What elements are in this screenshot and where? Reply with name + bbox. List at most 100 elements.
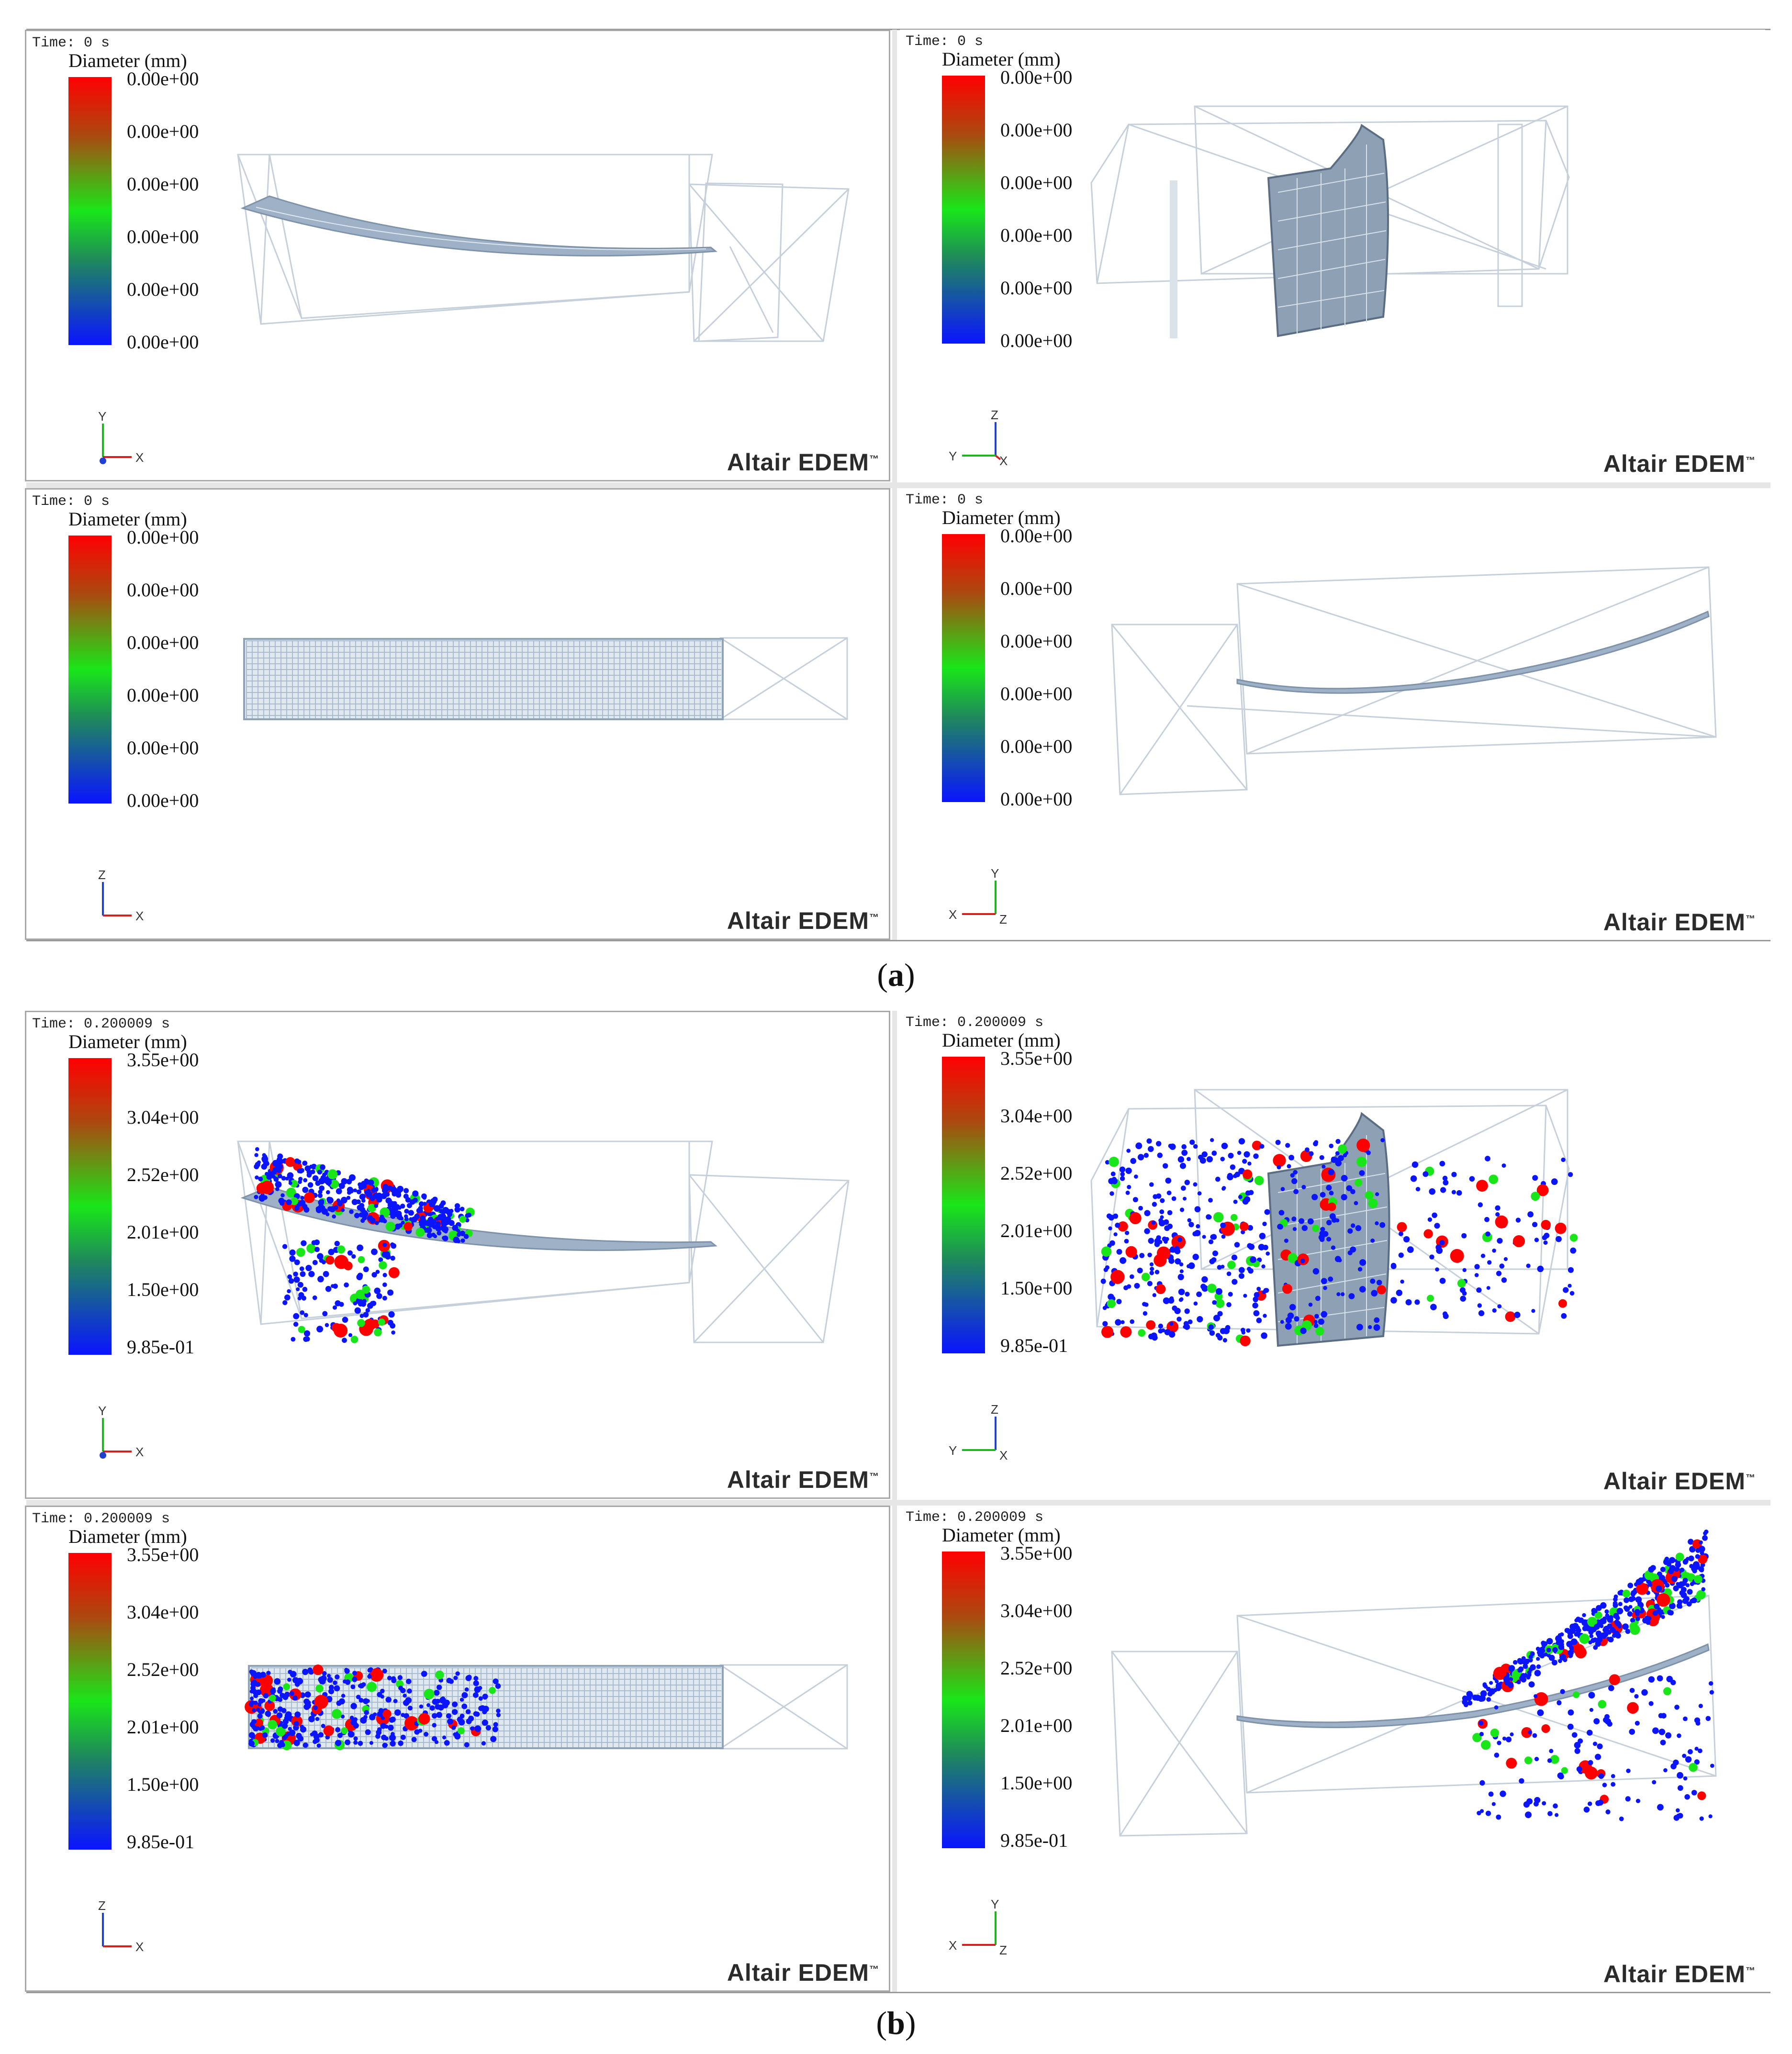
particle (473, 1692, 479, 1698)
viewport-b-xz[interactable]: Time: 0.200009 s Diameter (mm) 3.55e+00 … (25, 1506, 890, 1992)
particle (1284, 1239, 1288, 1243)
particle (1695, 1563, 1700, 1568)
particle (352, 1676, 358, 1682)
particle (1177, 1237, 1182, 1242)
particle (1262, 1221, 1267, 1227)
viewport-a-side[interactable]: Time: 0 s Diameter (mm) 0.00e+00 0.00e+0… (900, 488, 1765, 940)
particle (1635, 1579, 1642, 1585)
particle (274, 1678, 281, 1685)
particle (316, 1743, 321, 1748)
particle (254, 1194, 258, 1199)
particle (351, 1254, 356, 1259)
particle (1247, 1161, 1252, 1166)
particle (387, 1675, 392, 1681)
particle (1556, 1640, 1561, 1645)
particle (358, 1741, 363, 1746)
viewport-b-yz[interactable]: Time: 0.200009 s Diameter (mm) 3.55e+00 … (900, 1011, 1765, 1499)
particle (1149, 1262, 1154, 1267)
particle (1137, 1267, 1143, 1273)
particle (282, 1694, 289, 1700)
particle (1100, 1278, 1106, 1284)
particle (1663, 1559, 1669, 1565)
particle (1116, 1299, 1122, 1305)
particle (403, 1694, 407, 1698)
particle (1568, 1709, 1574, 1716)
particle (374, 1204, 379, 1208)
particle (317, 1193, 323, 1198)
particle (1516, 1680, 1521, 1685)
particle (328, 1249, 335, 1255)
particle (1163, 1297, 1170, 1304)
particle (312, 1260, 318, 1265)
particle (1202, 1235, 1206, 1239)
particle (1623, 1605, 1628, 1610)
particle (327, 1169, 338, 1180)
particle (323, 1725, 334, 1736)
particle (1570, 1247, 1577, 1254)
particle (1613, 1597, 1618, 1602)
viewport-a-xy[interactable]: Time: 0 s Diameter (mm) 0.00e+00 0.00e+0… (25, 30, 890, 481)
particle (1273, 1154, 1286, 1167)
particle (1187, 1157, 1191, 1161)
particle (1535, 1646, 1540, 1651)
particle (1141, 1273, 1150, 1282)
viewport-a-yz[interactable]: Time: 0 s Diameter (mm) 0.00e+00 0.00e+0… (900, 30, 1765, 481)
particle (1598, 1773, 1604, 1779)
particle (290, 1197, 299, 1206)
particle (303, 1330, 311, 1337)
particle (1700, 1551, 1704, 1555)
particle (1542, 1235, 1547, 1240)
particle (473, 1680, 479, 1686)
particle (327, 1197, 334, 1204)
particle (1501, 1277, 1507, 1283)
particle (1263, 1245, 1268, 1250)
particle (496, 1708, 501, 1713)
particle (286, 1199, 292, 1206)
particle (1634, 1694, 1639, 1699)
colorbar-title: Diameter (mm) (942, 507, 1061, 528)
viewport-a-xz[interactable]: Time: 0 s Diameter (mm) 0.00e+00 0.00e+0… (25, 488, 890, 940)
particle (1326, 1237, 1332, 1242)
particle (322, 1671, 327, 1676)
particle (1341, 1194, 1347, 1201)
particle (359, 1203, 365, 1208)
viewport-b-xy[interactable]: Time: 0.200009 s Diameter (mm) 3.55e+00 … (25, 1011, 890, 1499)
viewport-b-side[interactable]: Time: 0.200009 s Diameter (mm) 3.55e+00 … (900, 1506, 1765, 1992)
particle (366, 1699, 370, 1703)
colorbar-title: Diameter (mm) (68, 50, 187, 71)
particle (349, 1209, 354, 1214)
particle (1587, 1617, 1597, 1627)
particle (1399, 1231, 1403, 1237)
particle (388, 1311, 395, 1318)
particle (1495, 1215, 1508, 1228)
particle (1314, 1314, 1319, 1319)
particle (277, 1153, 283, 1160)
particle (1248, 1190, 1254, 1195)
altair-edem-logo: Altair EDEM™ (727, 449, 879, 476)
particle (473, 1711, 479, 1717)
particle (358, 1697, 364, 1703)
particle (1512, 1660, 1518, 1665)
particle (1403, 1236, 1410, 1243)
particle (1546, 1653, 1551, 1658)
particle (1187, 1264, 1191, 1269)
particle (445, 1216, 451, 1223)
particle (1373, 1324, 1380, 1331)
particle (389, 1734, 396, 1741)
particle (1696, 1590, 1706, 1600)
particle (1240, 1335, 1251, 1347)
particle (1670, 1763, 1677, 1770)
colorbar-tick: 0.00e+00 (1000, 67, 1073, 88)
particle (264, 1700, 275, 1711)
particle (1215, 1299, 1225, 1308)
particle (1682, 1577, 1688, 1583)
particle (1482, 1682, 1487, 1687)
particle (446, 1677, 452, 1684)
particle (254, 1719, 263, 1728)
caption-b: (b) (876, 2005, 916, 2041)
particle (1318, 1318, 1324, 1325)
particle (294, 1158, 300, 1164)
particle (1532, 1733, 1537, 1738)
particle (1156, 1193, 1162, 1199)
particle (1506, 1736, 1512, 1742)
